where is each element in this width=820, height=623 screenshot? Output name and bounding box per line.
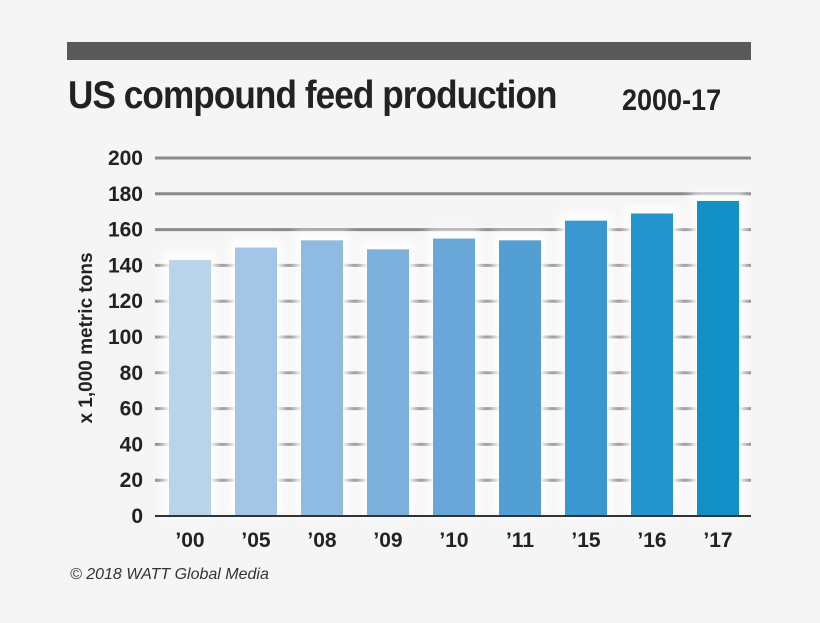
x-tick-label: ’00 — [175, 529, 204, 552]
bar — [565, 220, 607, 516]
y-tick-label: 140 — [108, 254, 143, 277]
bar — [697, 200, 739, 516]
bar — [631, 213, 673, 517]
x-tick-label: ’15 — [571, 529, 601, 552]
y-tick-label: 60 — [120, 398, 143, 421]
x-tick-label: ’11 — [506, 529, 534, 552]
chart-subtitle: 2000-17 — [622, 84, 722, 117]
y-tick-label: 80 — [120, 362, 143, 385]
bar — [433, 238, 475, 517]
y-axis-label: x 1,000 metric tons — [76, 252, 97, 423]
bar — [301, 240, 343, 516]
y-tick-label: 180 — [108, 183, 143, 206]
y-tick-label: 200 — [108, 147, 143, 170]
x-tick-label: ’05 — [241, 529, 271, 552]
y-tick-label: 160 — [108, 219, 143, 242]
x-tick-label: ’08 — [307, 529, 337, 552]
x-tick-label: ’09 — [373, 529, 402, 552]
y-tick-label: 20 — [120, 469, 143, 492]
y-tick-label: 0 — [131, 505, 143, 528]
bar — [499, 240, 541, 516]
bar — [169, 260, 211, 516]
y-tick-label: 40 — [120, 433, 143, 456]
copyright-credit: © 2018 WATT Global Media — [70, 566, 269, 583]
x-tick-label: ’10 — [439, 529, 468, 552]
x-tick-label: ’16 — [637, 529, 666, 552]
bar — [367, 249, 409, 517]
header-bar — [67, 42, 751, 60]
chart-title: US compound feed production — [68, 74, 557, 117]
y-tick-label: 100 — [108, 326, 143, 349]
bar — [235, 247, 277, 516]
y-tick-label: 120 — [108, 290, 143, 313]
x-tick-label: ’17 — [703, 529, 732, 552]
